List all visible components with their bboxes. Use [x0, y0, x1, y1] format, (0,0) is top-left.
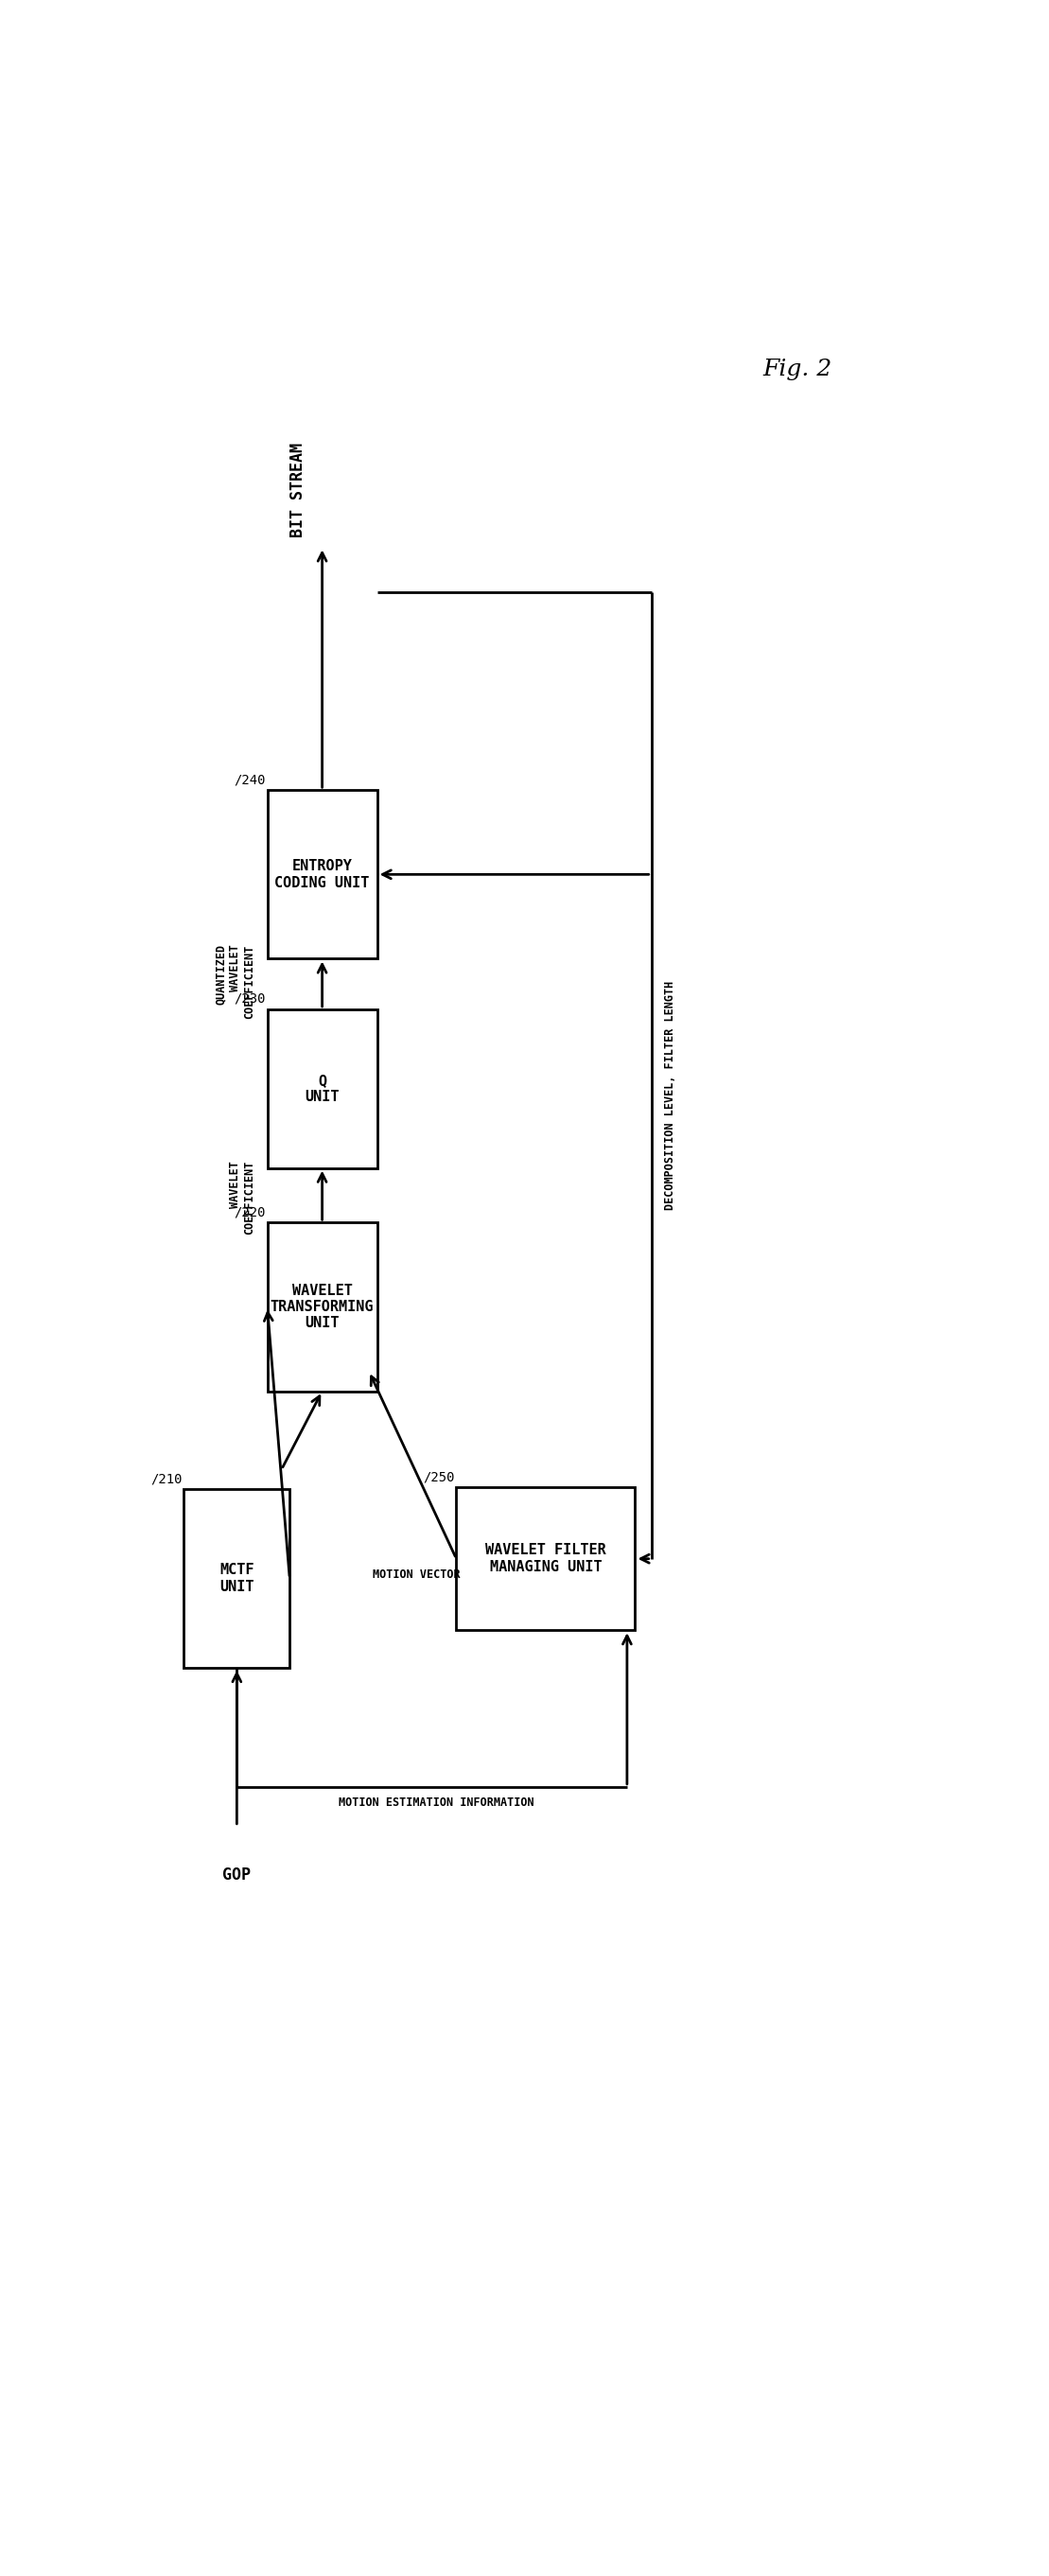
Text: MOTION VECTOR: MOTION VECTOR	[372, 1569, 461, 1582]
Text: Q
UNIT: Q UNIT	[305, 1074, 340, 1105]
Bar	[267, 1010, 377, 1167]
Text: /230: /230	[234, 992, 265, 1005]
Text: GOP: GOP	[222, 1865, 251, 1883]
Text: /210: /210	[151, 1471, 183, 1486]
Text: WAVELET
TRANSFORMING
UNIT: WAVELET TRANSFORMING UNIT	[271, 1283, 373, 1329]
Text: ENTROPY
CODING UNIT: ENTROPY CODING UNIT	[275, 860, 369, 889]
Text: Fig. 2: Fig. 2	[763, 358, 833, 381]
Bar	[456, 1486, 635, 1631]
Text: /250: /250	[423, 1471, 454, 1484]
Text: WAVELET
COEFFICIENT: WAVELET COEFFICIENT	[229, 1162, 255, 1234]
Text: QUANTIZED
WAVELET
COEFFICIENT: QUANTIZED WAVELET COEFFICIENT	[214, 945, 255, 1018]
Text: MCTF
UNIT: MCTF UNIT	[219, 1564, 254, 1595]
Text: BIT STREAM: BIT STREAM	[290, 443, 306, 538]
Text: DECOMPOSITION LEVEL, FILTER LENGTH: DECOMPOSITION LEVEL, FILTER LENGTH	[664, 981, 676, 1211]
Text: /240: /240	[234, 773, 265, 786]
Text: MOTION ESTIMATION INFORMATION: MOTION ESTIMATION INFORMATION	[338, 1798, 534, 1808]
Bar	[267, 791, 377, 958]
Text: /220: /220	[234, 1206, 265, 1218]
Text: WAVELET FILTER
MANAGING UNIT: WAVELET FILTER MANAGING UNIT	[486, 1543, 606, 1574]
Bar	[184, 1489, 290, 1667]
Bar	[267, 1224, 377, 1391]
